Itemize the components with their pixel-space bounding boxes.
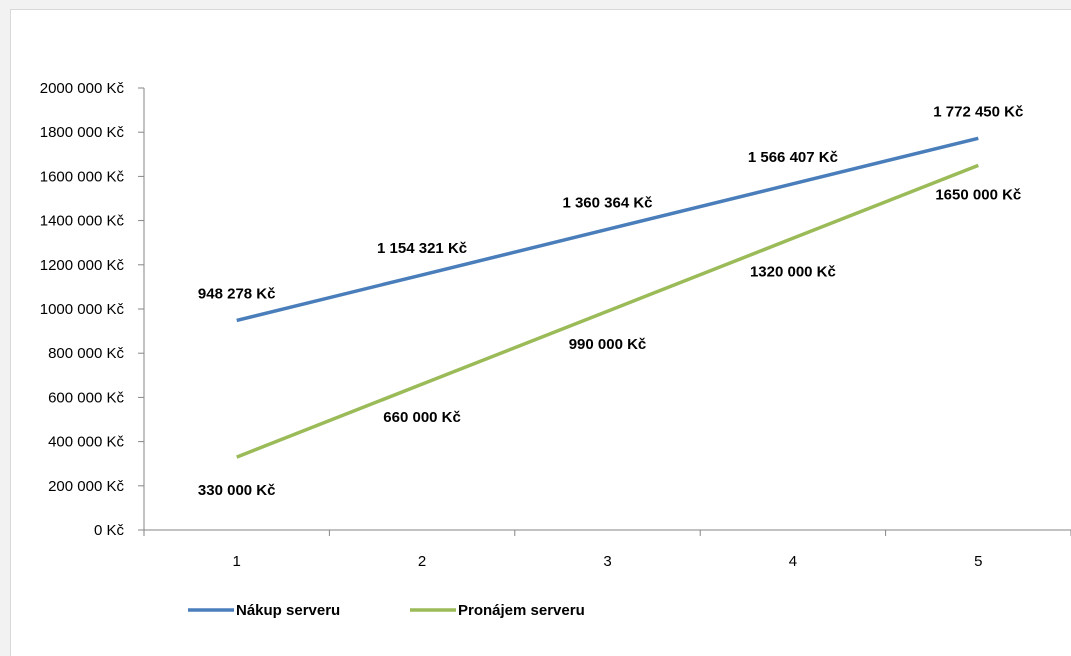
- y-tick-label: 200 000 Kč: [48, 478, 124, 495]
- data-label: 990 000 Kč: [569, 336, 647, 353]
- data-label: 1 360 364 Kč: [562, 194, 652, 211]
- data-label: 660 000 Kč: [383, 409, 461, 426]
- x-tick-label: 4: [789, 553, 797, 570]
- data-label: 1320 000 Kč: [750, 263, 836, 280]
- legend-label: Nákup serveru: [236, 602, 340, 619]
- y-tick-label: 800 000 Kč: [48, 345, 124, 362]
- legend-label: Pronájem serveru: [458, 602, 585, 619]
- data-label: 330 000 Kč: [198, 482, 276, 499]
- chart-axes: 0 Kč 200 000 Kč 400 000 Kč 600 000 Kč 800 00…: [40, 80, 1071, 570]
- y-tick-label: 0 Kč: [94, 522, 125, 539]
- data-labels: 948 278 Kč 1 154 321 Kč 1 360 364 Kč 1 566 …: [198, 103, 1023, 499]
- x-tick-label: 5: [974, 553, 982, 570]
- x-tick-label: 3: [603, 553, 611, 570]
- series-line-nakup-serveru: [236, 136, 979, 323]
- y-tick-label: 1200 000 Kč: [40, 257, 125, 274]
- data-label: 1 566 407 Kč: [748, 149, 838, 166]
- y-tick-label: 1600 000 Kč: [40, 168, 125, 185]
- data-label: 1 772 450 Kč: [933, 103, 1023, 120]
- series-lines: [236, 136, 979, 459]
- y-tick-label: 2000 000 Kč: [40, 80, 125, 97]
- x-tick-label: 2: [418, 553, 426, 570]
- chart-frame: [10, 9, 1071, 656]
- y-tick-label: 1400 000 Kč: [40, 213, 125, 230]
- chart-legend: Nákup serveru Pronájem serveru: [188, 602, 585, 619]
- series-line-pronajem-serveru: [236, 163, 979, 459]
- data-label: 1650 000 Kč: [935, 186, 1021, 203]
- y-tick-label: 600 000 Kč: [48, 389, 124, 406]
- y-tick-label: 1000 000 Kč: [40, 301, 125, 318]
- y-tick-label: 400 000 Kč: [48, 434, 124, 451]
- data-label: 948 278 Kč: [198, 285, 276, 302]
- data-label: 1 154 321 Kč: [377, 240, 467, 257]
- y-tick-label: 1800 000 Kč: [40, 124, 125, 141]
- x-tick-label: 1: [233, 553, 241, 570]
